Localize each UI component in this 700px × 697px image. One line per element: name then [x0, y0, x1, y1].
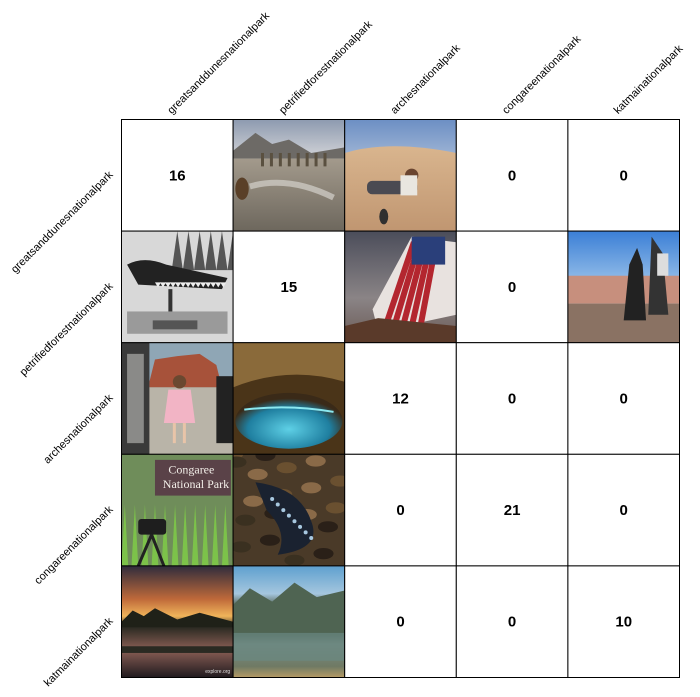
cell-background	[121, 119, 234, 232]
column-label-katmainationalpark: katmainationalpark	[612, 42, 686, 116]
cell-photo	[121, 342, 234, 455]
cell-photo	[233, 342, 345, 455]
column-label-greatsanddunesnationalpark: greatsanddunesnationalpark	[165, 10, 272, 117]
cell-photo	[344, 231, 457, 343]
cell-petrifiedforestnationalpark-congareenationalpark: 0	[455, 230, 569, 344]
cell-greatsanddunesnationalpark-archesnationalpark	[344, 119, 457, 232]
cell-background	[232, 230, 346, 344]
column-label-congareenationalpark: congareenationalpark	[500, 33, 584, 117]
cell-background	[455, 342, 569, 455]
cell-katmainationalpark-greatsanddunesnationalpark: explore.org	[121, 565, 234, 679]
cell-background	[567, 453, 681, 567]
cell-background	[344, 565, 457, 679]
cell-background	[567, 119, 681, 232]
cell-congareenationalpark-congareenationalpark: 21	[455, 453, 569, 567]
cell-count: 10	[615, 614, 632, 631]
cell-count: 0	[508, 167, 516, 184]
cell-count: 12	[392, 391, 409, 408]
cell-archesnationalpark-katmainationalpark: 0	[567, 342, 681, 455]
cell-count: 0	[508, 391, 516, 408]
cell-greatsanddunesnationalpark-katmainationalpark: 0	[567, 119, 681, 232]
cell-count: 0	[620, 167, 628, 184]
sign-text-line-2: National Park	[163, 477, 229, 491]
cell-katmainationalpark-archesnationalpark: 0	[344, 565, 457, 679]
row-label-congareenationalpark: congareenationalpark	[32, 503, 116, 587]
cell-archesnationalpark-petrifiedforestnationalpark	[232, 342, 346, 455]
cell-photo	[233, 565, 345, 678]
cell-count: 0	[620, 502, 628, 519]
sign-text-line-1: Congaree	[168, 462, 214, 476]
cell-photo	[567, 231, 680, 343]
cell-archesnationalpark-congareenationalpark: 0	[455, 342, 569, 455]
cell-katmainationalpark-congareenationalpark: 0	[455, 565, 569, 679]
cell-petrifiedforestnationalpark-petrifiedforestnationalpark: 15	[232, 230, 346, 344]
cell-background	[567, 565, 681, 679]
cell-congareenationalpark-katmainationalpark: 0	[567, 453, 681, 567]
cell-background	[455, 565, 569, 679]
cell-katmainationalpark-petrifiedforestnationalpark	[232, 565, 346, 679]
cell-photo	[344, 119, 457, 232]
cell-background	[567, 342, 681, 455]
cell-photo	[121, 231, 234, 343]
cell-background	[344, 342, 457, 455]
column-label-petrifiedforestnationalpark: petrifiedforestnationalpark	[277, 18, 375, 116]
row-label-greatsanddunesnationalpark: greatsanddunesnationalpark	[9, 169, 116, 276]
cell-count: 15	[281, 279, 298, 296]
column-label-archesnationalpark: archesnationalpark	[389, 42, 464, 117]
cell-count: 0	[396, 502, 404, 519]
cell-archesnationalpark-greatsanddunesnationalpark	[121, 342, 234, 455]
cell-count: 0	[396, 614, 404, 631]
cell-photo	[233, 119, 345, 232]
cell-petrifiedforestnationalpark-katmainationalpark	[567, 230, 681, 344]
cell-count: 0	[508, 279, 516, 296]
row-label-petrifiedforestnationalpark: petrifiedforestnationalpark	[18, 280, 116, 378]
cell-congareenationalpark-archesnationalpark: 0	[344, 453, 457, 567]
watermark-text: explore.org	[205, 669, 230, 675]
cell-petrifiedforestnationalpark-greatsanddunesnationalpark	[121, 230, 234, 344]
cell-count: 21	[504, 502, 521, 519]
cell-count: 16	[169, 167, 186, 184]
cell-archesnationalpark-archesnationalpark: 12	[344, 342, 457, 455]
cell-congareenationalpark-petrifiedforestnationalpark	[232, 453, 346, 567]
cell-photo: explore.org	[121, 565, 234, 678]
cell-count: 0	[508, 614, 516, 631]
row-label-katmainationalpark: katmainationalpark	[42, 615, 116, 689]
cell-katmainationalpark-katmainationalpark: 10	[567, 565, 681, 679]
cell-greatsanddunesnationalpark-congareenationalpark: 0	[455, 119, 569, 232]
cell-photo	[233, 454, 345, 566]
row-label-archesnationalpark: archesnationalpark	[41, 392, 116, 467]
cell-greatsanddunesnationalpark-greatsanddunesnationalpark: 16	[121, 119, 234, 232]
cell-background	[344, 453, 457, 567]
cell-background	[455, 453, 569, 567]
cell-count: 0	[620, 391, 628, 408]
cell-petrifiedforestnationalpark-archesnationalpark	[344, 230, 457, 344]
cell-greatsanddunesnationalpark-petrifiedforestnationalpark	[232, 119, 346, 232]
